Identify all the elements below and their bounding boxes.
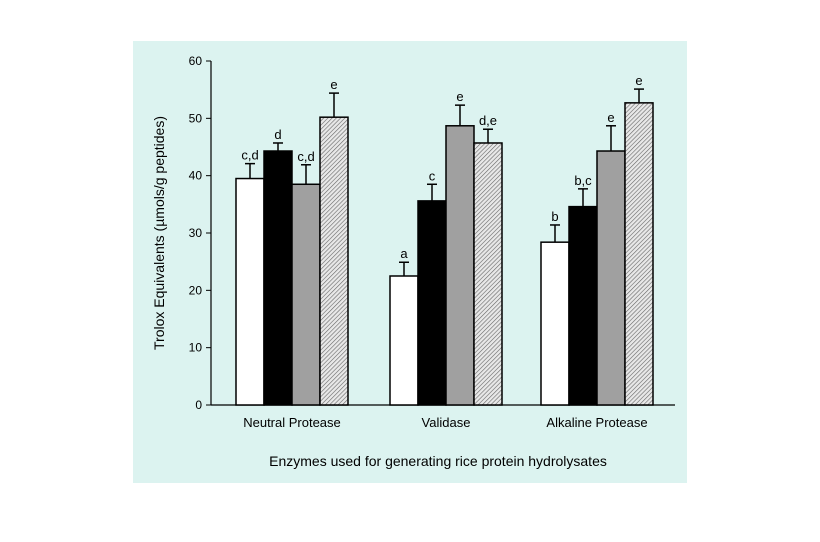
y-tick-label: 0 [195, 398, 202, 412]
x-tick-label: Validase [422, 415, 471, 430]
significance-label: e [607, 110, 614, 125]
significance-label: b [551, 209, 558, 224]
bar [235, 177, 265, 406]
bar [596, 150, 626, 406]
significance-label: c,d [297, 149, 314, 164]
y-tick-label: 50 [189, 111, 203, 125]
bar [445, 125, 475, 406]
y-tick-label: 30 [189, 226, 203, 240]
bar [624, 102, 654, 406]
bar [291, 183, 321, 406]
significance-label: d [274, 127, 281, 142]
bar [568, 205, 598, 406]
significance-label: e [635, 73, 642, 88]
y-tick-label: 10 [189, 341, 203, 355]
significance-label: c,d [241, 148, 258, 163]
y-tick-label: 40 [189, 169, 203, 183]
y-axis-label: Trolox Equivalents (µmols/g peptides) [151, 116, 167, 350]
bar [263, 150, 293, 406]
bar [389, 275, 419, 406]
significance-label: b,c [574, 173, 592, 188]
x-axis-label: Enzymes used for generating rice protein… [269, 453, 607, 469]
x-tick-label: Alkaline Protease [546, 415, 647, 430]
significance-label: d,e [479, 113, 497, 128]
bar [473, 142, 503, 406]
significance-label: a [400, 246, 408, 261]
bar [540, 241, 570, 406]
y-tick-label: 20 [189, 283, 203, 297]
significance-label: c [429, 168, 436, 183]
bar [417, 200, 447, 406]
x-tick-label: Neutral Protease [243, 415, 341, 430]
significance-label: e [330, 77, 337, 92]
y-tick-label: 60 [189, 54, 203, 68]
bar [319, 116, 349, 406]
significance-label: e [456, 89, 463, 104]
